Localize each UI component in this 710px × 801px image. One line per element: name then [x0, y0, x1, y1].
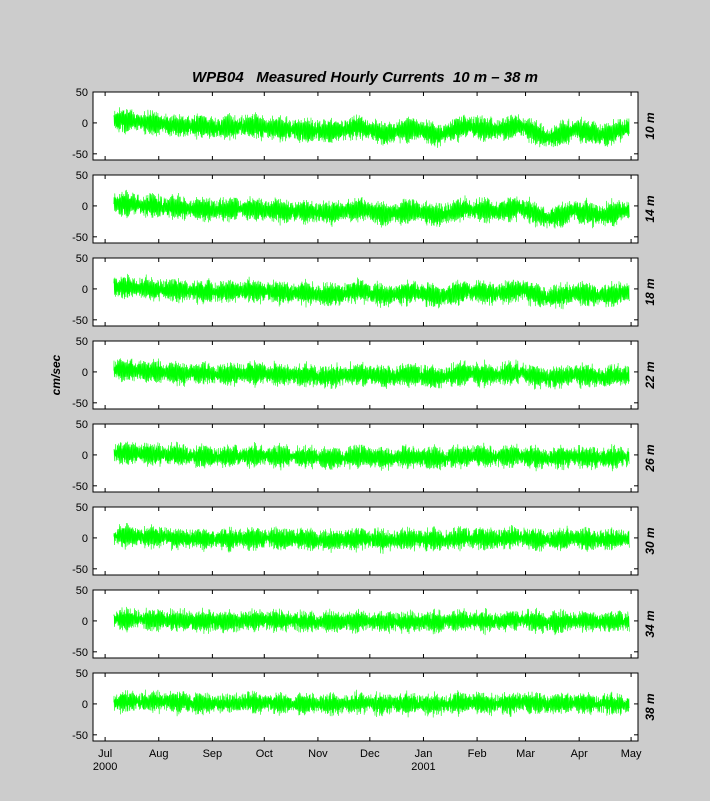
y-tick-label: 50 [76, 253, 88, 265]
depth-label: 30 m [643, 527, 657, 555]
y-tick-label: 50 [76, 87, 88, 99]
y-tick-label: 50 [76, 336, 88, 348]
y-tick-label: 50 [76, 170, 88, 182]
y-tick-label: 0 [82, 118, 88, 130]
y-tick-label: -50 [72, 232, 88, 244]
y-tick-label: 0 [82, 533, 88, 545]
depth-label: 34 m [643, 610, 657, 638]
panel-38m: -50 0 50 38 m [72, 668, 657, 742]
depth-label: 10 m [643, 112, 657, 140]
depth-label: 18 m [643, 278, 657, 306]
x-tick-label: Oct [256, 748, 273, 760]
x-year-label: 2000 [93, 761, 117, 773]
y-tick-label: 0 [82, 450, 88, 462]
depth-label: 26 m [643, 444, 657, 473]
y-tick-label: -50 [72, 564, 88, 576]
y-tick-label: 50 [76, 502, 88, 514]
y-tick-label: 50 [76, 585, 88, 597]
panel-22m: -50 0 50 22 m [72, 336, 657, 410]
series-line [113, 189, 630, 229]
y-tick-label: 50 [76, 419, 88, 431]
depth-label: 22 m [643, 361, 657, 390]
y-tick-label: 0 [82, 699, 88, 711]
panel-18m: -50 0 50 18 m [72, 253, 657, 327]
panels: -50 0 50 10 m -50 0 50 14 m -50 0 50 18 m -50 0 50 22 m… [72, 87, 657, 742]
y-tick-label: 0 [82, 201, 88, 213]
panel-34m: -50 0 50 34 m [72, 585, 657, 659]
series-line [113, 107, 630, 148]
y-tick-label: -50 [72, 730, 88, 742]
x-tick-label: May [621, 748, 642, 760]
series-line [113, 689, 630, 718]
panel-30m: -50 0 50 30 m [72, 502, 657, 576]
y-tick-label: 0 [82, 367, 88, 379]
depth-label: 38 m [643, 693, 657, 721]
x-tick-label: Aug [149, 748, 169, 760]
x-tick-label: Feb [468, 748, 487, 760]
y-tick-label: 0 [82, 284, 88, 296]
y-tick-label: -50 [72, 398, 88, 410]
y-tick-label: 50 [76, 668, 88, 680]
series-line [113, 522, 630, 554]
series-line [113, 358, 630, 390]
y-tick-label: 0 [82, 616, 88, 628]
x-tick-label: Apr [571, 748, 588, 760]
y-tick-label: -50 [72, 149, 88, 161]
series-line [113, 606, 630, 636]
x-tick-label: Jan [415, 748, 433, 760]
x-tick-label: Mar [516, 748, 535, 760]
y-axis-label: cm/sec [49, 354, 63, 395]
x-tick-label: Nov [308, 748, 328, 760]
panel-10m: -50 0 50 10 m [72, 87, 657, 161]
series-line [113, 273, 630, 310]
depth-label: 14 m [643, 195, 657, 223]
x-year-label: 2001 [411, 761, 435, 773]
x-tick-label: Jul [98, 748, 112, 760]
chart-title: WPB04 Measured Hourly Currents 10 m – 38… [192, 69, 538, 86]
y-tick-label: -50 [72, 315, 88, 327]
series-line [113, 441, 630, 472]
x-tick-label: Sep [203, 748, 223, 760]
panel-26m: -50 0 50 26 m [72, 419, 657, 493]
x-tick-label: Dec [360, 748, 380, 760]
panel-14m: -50 0 50 14 m [72, 170, 657, 244]
y-tick-label: -50 [72, 481, 88, 493]
y-tick-label: -50 [72, 647, 88, 659]
